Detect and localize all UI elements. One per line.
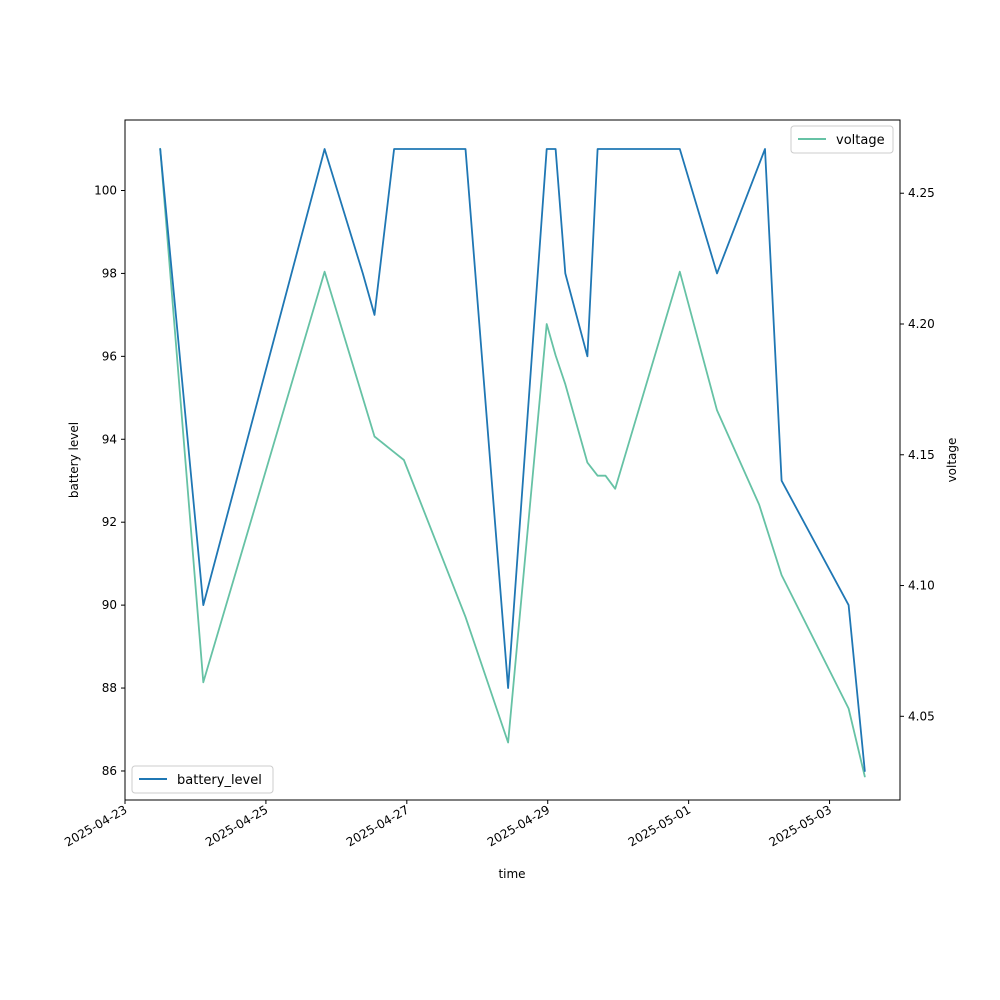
- series-line-battery-level: [159, 148, 866, 772]
- y-left-tick-label: 88: [102, 681, 117, 695]
- legend-frame: [790, 125, 894, 154]
- series-line-voltage: [159, 147, 866, 778]
- legend-label-battery-level: battery_level: [177, 773, 262, 788]
- plot-frame: [124, 119, 901, 801]
- y-right-tick-label: 4.25: [908, 186, 935, 200]
- y-left-tick-label: 94: [102, 432, 117, 446]
- x-axis-label: time: [498, 867, 525, 881]
- y-right-tick-label: 4.20: [908, 317, 935, 331]
- y-axis-right: 4.05 4.10 4.15 4.20 4.25: [900, 186, 935, 723]
- y-axis-left: 86 88 90 92 94 96 98 100: [94, 183, 125, 778]
- y-left-tick-label: 86: [102, 764, 117, 778]
- legend-label-voltage: voltage: [836, 133, 885, 148]
- y-left-tick-label: 90: [102, 598, 117, 612]
- y-right-tick-label: 4.15: [908, 448, 935, 462]
- legend-battery-level: battery_level: [131, 765, 274, 794]
- y-left-tick-label: 96: [102, 349, 117, 363]
- legend-voltage: voltage: [790, 125, 894, 154]
- y-right-tick-label: 4.05: [908, 709, 935, 723]
- y-right-tick-label: 4.10: [908, 579, 935, 593]
- y-axis-left-label: battery level: [67, 422, 81, 498]
- y-left-tick-label: 92: [102, 515, 117, 529]
- y-left-tick-label: 98: [102, 266, 117, 280]
- y-left-tick-label: 100: [94, 183, 117, 197]
- legend-frame: [131, 765, 274, 794]
- y-axis-right-label: voltage: [945, 438, 959, 483]
- series-layer: [159, 147, 866, 778]
